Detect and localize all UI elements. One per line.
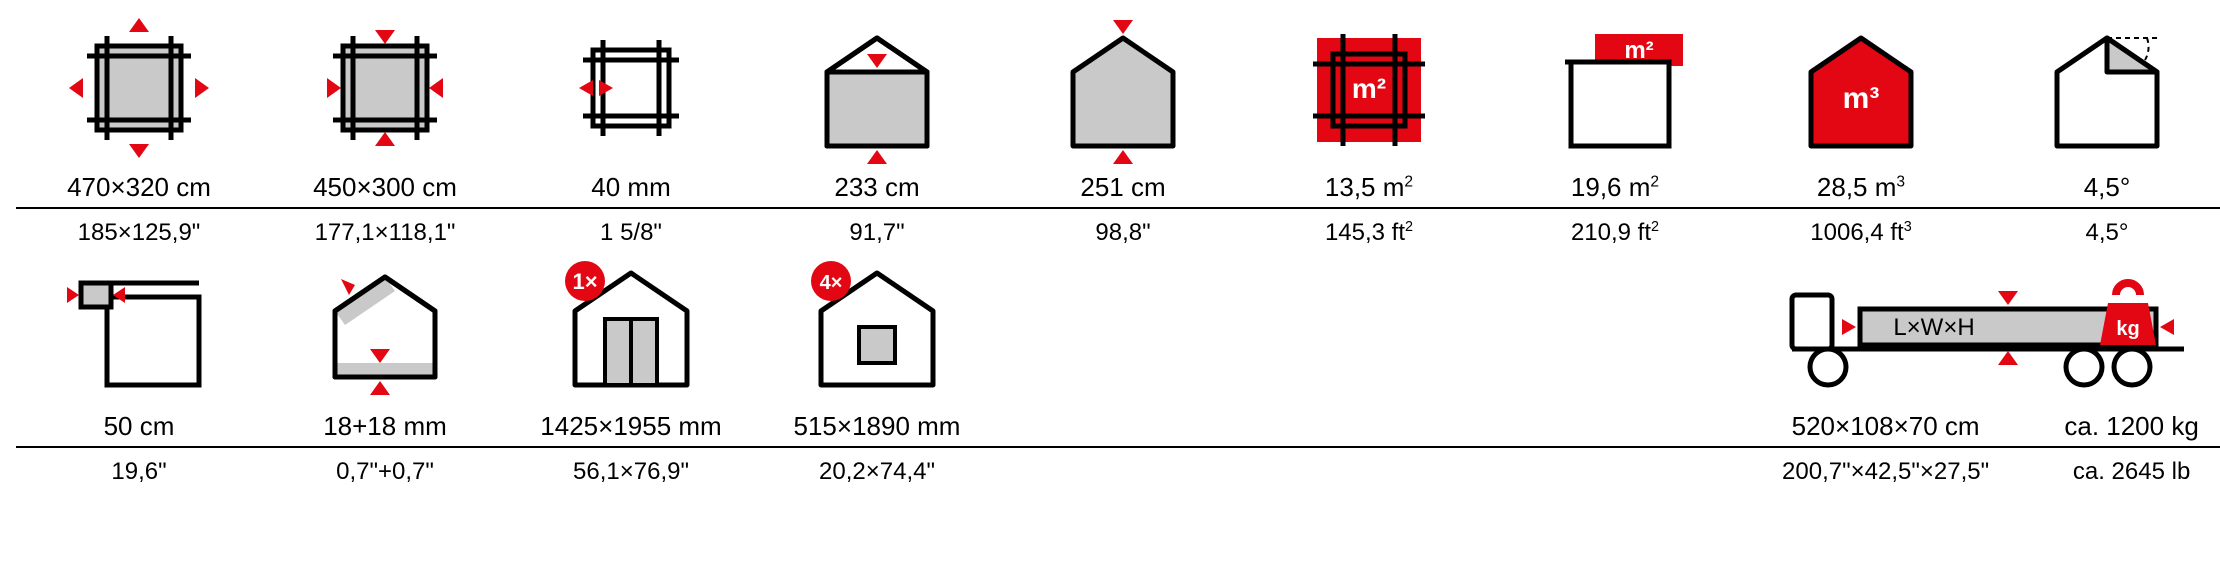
- cell-grid-outside: 470×320 cm: [16, 16, 262, 205]
- icon-grid-thickness: [551, 16, 711, 166]
- label-metric: 450×300 cm: [313, 166, 457, 205]
- label-metric: 515×1890 mm: [794, 405, 961, 444]
- label-imperial: 145,3 ft2: [1325, 215, 1413, 255]
- spacer: [1246, 255, 1492, 444]
- svg-text:m³: m³: [1843, 82, 1880, 115]
- label-imperial: 1 5/8": [600, 215, 662, 255]
- cell-grid-thickness: 40 mm: [508, 16, 754, 205]
- label-metric: 4,5°: [2084, 166, 2131, 205]
- svg-text:1×: 1×: [572, 269, 597, 294]
- cell-volume: m³ 28,5 m3: [1738, 16, 1984, 205]
- label-metric: 19,6 m2: [1571, 166, 1659, 205]
- label-metric: 1425×1955 mm: [540, 405, 721, 444]
- cell-grid-inside: 450×300 cm: [262, 16, 508, 205]
- icon-floor-area: m²: [1289, 16, 1449, 166]
- cell-window: 4× 515×1890 mm: [754, 255, 1000, 444]
- cell-overhang: 50 cm: [16, 255, 262, 444]
- icon-volume: m³: [1781, 16, 1941, 166]
- cell-floor-area: m² 13,5 m2: [1246, 16, 1492, 205]
- cell-roof-area: m² 19,6 m2: [1492, 16, 1738, 205]
- cell-roof-boards: 18+18 mm: [262, 255, 508, 444]
- icon-window: 4×: [797, 255, 957, 405]
- label-metric: 40 mm: [591, 166, 670, 205]
- label-metric: 233 cm: [834, 166, 919, 205]
- label-imperial: 185×125,9": [78, 215, 201, 255]
- svg-text:kg: kg: [2116, 318, 2139, 340]
- spacer: [1000, 255, 1246, 444]
- spacer: [1492, 255, 1738, 444]
- svg-text:L×W×H: L×W×H: [1893, 314, 1974, 341]
- cell-door: 1× 1425×1955 mm: [508, 255, 754, 444]
- label-metric: 28,5 m3: [1817, 166, 1905, 205]
- row2-imperial: 19,6" 0,7"+0,7" 56,1×76,9" 20,2×74,4" 20…: [16, 454, 2220, 494]
- label-metric: 520×108×70 cm: [1738, 405, 2033, 444]
- icon-wall-height: [797, 16, 957, 166]
- cell-ridge-height: 251 cm: [1000, 16, 1246, 205]
- icon-grid-inside: [305, 16, 465, 166]
- label-imperial: 98,8": [1095, 215, 1150, 255]
- icon-grid-outside: [59, 16, 219, 166]
- svg-text:m²: m²: [1624, 37, 1653, 64]
- label-imperial: 19,6": [111, 454, 166, 494]
- icon-roof-angle: [2027, 16, 2187, 166]
- label-imperial: 0,7"+0,7": [336, 454, 434, 494]
- cell-roof-angle: 4,5°: [1984, 16, 2220, 205]
- separator: [16, 446, 2220, 448]
- svg-text:4×: 4×: [820, 272, 843, 294]
- cell-wall-height: 233 cm: [754, 16, 1000, 205]
- icon-overhang: [59, 255, 219, 405]
- label-metric: ca. 1200 kg: [2033, 405, 2220, 444]
- label-metric: 251 cm: [1080, 166, 1165, 205]
- row1-imperial: 185×125,9" 177,1×118,1" 1 5/8" 91,7" 98,…: [16, 215, 2220, 255]
- spec-sheet: 470×320 cm: [16, 16, 2220, 494]
- separator: [16, 207, 2220, 209]
- icon-ridge-height: [1043, 16, 1203, 166]
- label-metric: 18+18 mm: [323, 405, 447, 444]
- icon-door: 1×: [551, 255, 711, 405]
- label-metric: 13,5 m2: [1325, 166, 1413, 205]
- label-imperial: 20,2×74,4": [819, 454, 935, 494]
- label-imperial: 1006,4 ft3: [1810, 215, 1911, 255]
- label-imperial: 177,1×118,1": [315, 215, 456, 255]
- icon-roof-boards: [305, 255, 465, 405]
- svg-text:m²: m²: [1352, 73, 1386, 104]
- label-imperial: 200,7"×42,5"×27,5": [1738, 454, 2033, 494]
- icon-roof-area: m²: [1535, 16, 1695, 166]
- cell-truck: L×W×H kg 520×: [1738, 255, 2220, 444]
- label-metric: 470×320 cm: [67, 166, 211, 205]
- label-imperial: 56,1×76,9": [573, 454, 689, 494]
- label-imperial: 210,9 ft2: [1571, 215, 1659, 255]
- row2-icons: 50 cm: [16, 255, 2220, 444]
- label-imperial: 91,7": [849, 215, 904, 255]
- label-imperial: ca. 2645 lb: [2033, 454, 2220, 494]
- label-metric: 50 cm: [104, 405, 175, 444]
- icon-truck: L×W×H kg: [1738, 255, 2220, 405]
- label-imperial: 4,5°: [2086, 215, 2129, 255]
- row1-icons: 470×320 cm: [16, 16, 2220, 205]
